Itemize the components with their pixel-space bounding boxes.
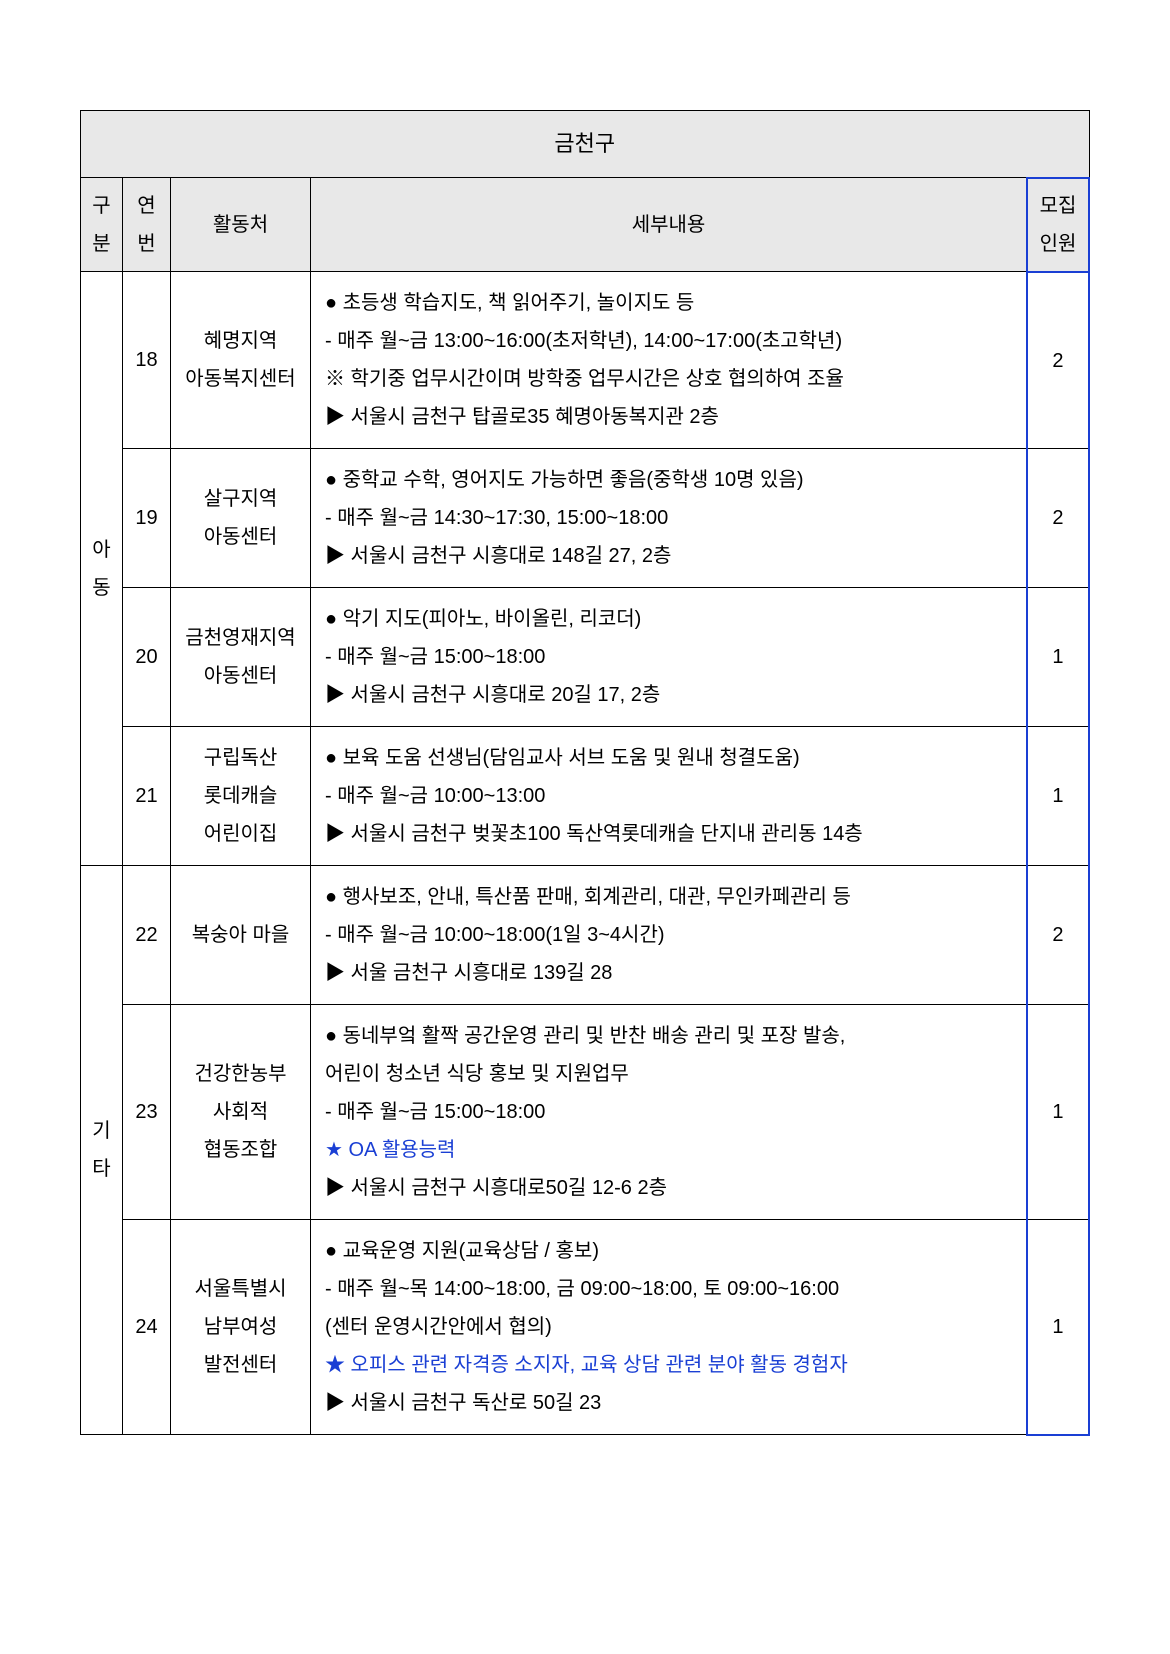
category-cell: 기타	[81, 866, 123, 1435]
detail-cell: ● 중학교 수학, 영어지도 가능하면 좋음(중학생 10명 있음)- 매주 월…	[311, 449, 1027, 588]
header-num: 연번	[123, 178, 171, 272]
place-cell: 복숭아 마을	[171, 866, 311, 1005]
header-category: 구분	[81, 178, 123, 272]
detail-line: ★ OA 활용능력	[325, 1131, 1016, 1169]
detail-line: - 매주 월~금 15:00~18:00	[325, 638, 1016, 676]
detail-line: ● 교육운영 지원(교육상담 / 홍보)	[325, 1232, 1016, 1270]
detail-cell: ● 보육 도움 선생님(담임교사 서브 도움 및 원내 청결도움)- 매주 월~…	[311, 727, 1027, 866]
detail-line: ▶ 서울시 금천구 벚꽃초100 독산역롯데캐슬 단지내 관리동 14층	[325, 815, 1016, 853]
detail-line: - 매주 월~금 13:00~16:00(초저학년), 14:00~17:00(…	[325, 322, 1016, 360]
header-detail: 세부내용	[311, 178, 1027, 272]
num-cell: 20	[123, 588, 171, 727]
detail-line: - 매주 월~금 14:30~17:30, 15:00~18:00	[325, 499, 1016, 537]
detail-line: (센터 운영시간안에서 협의)	[325, 1308, 1016, 1346]
count-cell: 2	[1027, 272, 1089, 449]
table-row: 21구립독산롯데캐슬어린이집● 보육 도움 선생님(담임교사 서브 도움 및 원…	[81, 727, 1090, 866]
detail-line: ● 동네부엌 활짝 공간운영 관리 및 반찬 배송 관리 및 포장 발송,	[325, 1017, 1016, 1055]
table-row: 기타22복숭아 마을● 행사보조, 안내, 특산품 판매, 회계관리, 대관, …	[81, 866, 1090, 1005]
num-cell: 24	[123, 1220, 171, 1435]
detail-line: ▶ 서울시 금천구 시흥대로 20길 17, 2층	[325, 676, 1016, 714]
table-row: 아동18혜명지역아동복지센터● 초등생 학습지도, 책 읽어주기, 놀이지도 등…	[81, 272, 1090, 449]
detail-cell: ● 교육운영 지원(교육상담 / 홍보)- 매주 월~목 14:00~18:00…	[311, 1220, 1027, 1435]
detail-line: ● 중학교 수학, 영어지도 가능하면 좋음(중학생 10명 있음)	[325, 461, 1016, 499]
detail-cell: ● 행사보조, 안내, 특산품 판매, 회계관리, 대관, 무인카페관리 등- …	[311, 866, 1027, 1005]
table-title: 금천구	[81, 111, 1090, 178]
detail-cell: ● 악기 지도(피아노, 바이올린, 리코더)- 매주 월~금 15:00~18…	[311, 588, 1027, 727]
count-cell: 1	[1027, 588, 1089, 727]
detail-line: ★ 오피스 관련 자격증 소지자, 교육 상담 관련 분야 활동 경험자	[325, 1346, 1016, 1384]
place-cell: 서울특별시남부여성발전센터	[171, 1220, 311, 1435]
num-cell: 18	[123, 272, 171, 449]
num-cell: 23	[123, 1005, 171, 1220]
recruitment-table: 금천구구분연번활동처세부내용모집인원아동18혜명지역아동복지센터● 초등생 학습…	[80, 110, 1090, 1436]
table-row: 23건강한농부사회적협동조합● 동네부엌 활짝 공간운영 관리 및 반찬 배송 …	[81, 1005, 1090, 1220]
num-cell: 22	[123, 866, 171, 1005]
place-cell: 건강한농부사회적협동조합	[171, 1005, 311, 1220]
detail-line: ● 악기 지도(피아노, 바이올린, 리코더)	[325, 600, 1016, 638]
place-cell: 혜명지역아동복지센터	[171, 272, 311, 449]
place-cell: 구립독산롯데캐슬어린이집	[171, 727, 311, 866]
count-cell: 1	[1027, 1005, 1089, 1220]
detail-line: - 매주 월~금 15:00~18:00	[325, 1093, 1016, 1131]
count-cell: 1	[1027, 727, 1089, 866]
detail-line: ▶ 서울시 금천구 시흥대로50길 12-6 2층	[325, 1169, 1016, 1207]
detail-line: ▶ 서울시 금천구 탑골로35 혜명아동복지관 2층	[325, 398, 1016, 436]
place-cell: 금천영재지역아동센터	[171, 588, 311, 727]
detail-line: ● 보육 도움 선생님(담임교사 서브 도움 및 원내 청결도움)	[325, 739, 1016, 777]
detail-line: ● 초등생 학습지도, 책 읽어주기, 놀이지도 등	[325, 284, 1016, 322]
detail-line: ※ 학기중 업무시간이며 방학중 업무시간은 상호 협의하여 조율	[325, 360, 1016, 398]
num-cell: 21	[123, 727, 171, 866]
count-cell: 2	[1027, 449, 1089, 588]
count-cell: 1	[1027, 1220, 1089, 1435]
detail-line: ● 행사보조, 안내, 특산품 판매, 회계관리, 대관, 무인카페관리 등	[325, 878, 1016, 916]
table-row: 19살구지역아동센터● 중학교 수학, 영어지도 가능하면 좋음(중학생 10명…	[81, 449, 1090, 588]
category-cell: 아동	[81, 272, 123, 866]
table-row: 20금천영재지역아동센터● 악기 지도(피아노, 바이올린, 리코더)- 매주 …	[81, 588, 1090, 727]
header-place: 활동처	[171, 178, 311, 272]
num-cell: 19	[123, 449, 171, 588]
detail-line: ▶ 서울 금천구 시흥대로 139길 28	[325, 954, 1016, 992]
detail-line: - 매주 월~목 14:00~18:00, 금 09:00~18:00, 토 0…	[325, 1270, 1016, 1308]
detail-line: - 매주 월~금 10:00~13:00	[325, 777, 1016, 815]
header-count: 모집인원	[1027, 178, 1089, 272]
place-cell: 살구지역아동센터	[171, 449, 311, 588]
detail-line: ▶ 서울시 금천구 독산로 50길 23	[325, 1384, 1016, 1422]
detail-cell: ● 동네부엌 활짝 공간운영 관리 및 반찬 배송 관리 및 포장 발송, 어린…	[311, 1005, 1027, 1220]
detail-line: ▶ 서울시 금천구 시흥대로 148길 27, 2층	[325, 537, 1016, 575]
detail-line: - 매주 월~금 10:00~18:00(1일 3~4시간)	[325, 916, 1016, 954]
table-row: 24서울특별시남부여성발전센터● 교육운영 지원(교육상담 / 홍보)- 매주 …	[81, 1220, 1090, 1435]
count-cell: 2	[1027, 866, 1089, 1005]
detail-cell: ● 초등생 학습지도, 책 읽어주기, 놀이지도 등- 매주 월~금 13:00…	[311, 272, 1027, 449]
detail-line: 어린이 청소년 식당 홍보 및 지원업무	[325, 1055, 1016, 1093]
